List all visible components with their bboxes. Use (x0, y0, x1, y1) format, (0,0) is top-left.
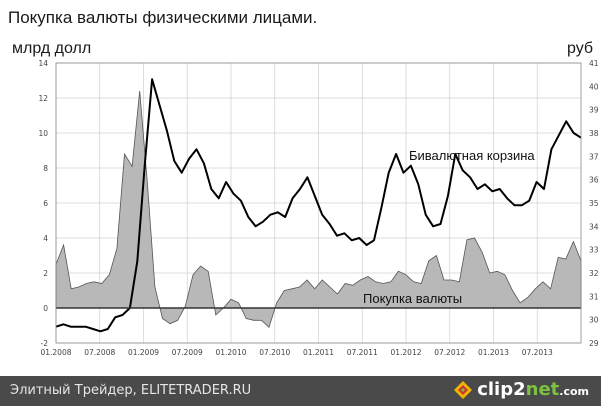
brand-logo-text: clip2net.com (477, 379, 589, 400)
right-tick-label: 30 (589, 316, 599, 325)
right-tick-label: 34 (589, 222, 599, 231)
area-series-purchase (55, 90, 582, 329)
right-tick-label: 33 (589, 246, 599, 255)
x-tick-label: 07.2010 (259, 348, 290, 357)
left-tick-label: 8 (43, 164, 48, 173)
line-series-layer (55, 78, 582, 333)
x-tick-label: 01.2010 (215, 348, 246, 357)
right-tick-label: 38 (589, 129, 599, 138)
x-tick-label: 07.2013 (522, 348, 553, 357)
axes: 01.2008 07.2008 01.2009 07.2009 01.2010 07.20… (38, 59, 598, 357)
right-tick-label: 39 (589, 106, 599, 115)
area-series-layer (55, 90, 582, 329)
brand-suffix: .com (559, 385, 589, 398)
left-tick-label: 0 (43, 304, 48, 313)
label-basket: Бивалютная корзина (409, 148, 535, 163)
x-tick-label: 01.2009 (128, 348, 159, 357)
series-labels: Бивалютная корзина Покупка валюты (363, 148, 535, 306)
x-tick-label: 07.2008 (84, 348, 115, 357)
x-tick-label: 07.2009 (172, 348, 203, 357)
clip2net-logo-icon (454, 380, 473, 399)
x-tick-label: 01.2012 (390, 348, 421, 357)
right-tick-label: 29 (589, 339, 599, 348)
x-tick-label: 07.2011 (347, 348, 378, 357)
x-tick-label: 07.2012 (434, 348, 465, 357)
right-tick-label: 31 (589, 292, 599, 301)
footer-source: Элитный Трейдер, ELITETRADER.RU (10, 383, 252, 398)
right-tick-label: 36 (589, 176, 599, 185)
left-tick-label: 2 (43, 269, 48, 278)
label-purchase: Покупка валюты (363, 291, 462, 306)
left-tick-label: 4 (43, 234, 48, 243)
right-tick-label: 41 (589, 59, 599, 68)
footer-bar: Элитный Трейдер, ELITETRADER.RU clip2net… (0, 376, 601, 406)
brand-main: clip2 (477, 379, 526, 400)
left-tick-label: 12 (38, 94, 48, 103)
x-tick-label: 01.2011 (303, 348, 334, 357)
plot-frame (55, 62, 582, 344)
brand-accent: net (525, 379, 560, 400)
right-tick-label: 32 (589, 269, 599, 278)
line-series-basket (55, 78, 582, 333)
x-tick-label: 01.2013 (478, 348, 509, 357)
chart: 01.2008 07.2008 01.2009 07.2009 01.2010 07.20… (38, 59, 598, 357)
left-axis-unit: млрд долл (12, 40, 92, 57)
brand: clip2net.com (453, 379, 589, 400)
left-tick-label: 10 (38, 129, 48, 138)
right-axis-unit: руб (567, 40, 594, 57)
right-tick-label: 37 (589, 152, 599, 161)
x-tick-label: 01.2008 (40, 348, 71, 357)
left-tick-label: 14 (38, 59, 48, 68)
right-tick-label: 35 (589, 199, 599, 208)
left-tick-label: -2 (41, 339, 49, 348)
left-tick-label: 6 (43, 199, 48, 208)
right-tick-label: 40 (589, 82, 599, 91)
chart-title: Покупка валюты физическими лицами. (8, 8, 318, 27)
